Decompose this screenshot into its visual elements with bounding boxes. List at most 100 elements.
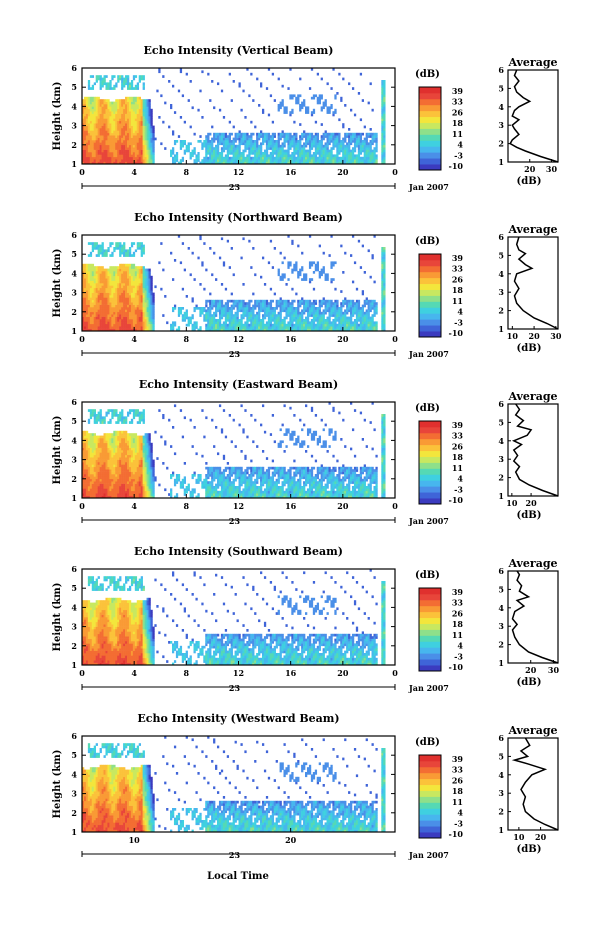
heatmap-cell: [368, 249, 370, 252]
heatmap-cell: [364, 326, 366, 329]
heatmap-cell: [360, 324, 362, 327]
heatmap-cell: [213, 305, 215, 308]
heatmap-cell: [86, 307, 88, 310]
heatmap-cell: [123, 295, 125, 298]
heatmap-cell: [383, 145, 385, 148]
heatmap-cell: [86, 266, 88, 269]
heatmap-cell: [96, 126, 98, 129]
heatmap-cell: [145, 288, 147, 291]
heatmap-cell: [154, 285, 156, 288]
heatmap-cell: [248, 312, 250, 315]
heatmap-cell: [92, 290, 94, 293]
heatmap-cell: [366, 159, 368, 162]
heatmap-cell: [147, 123, 149, 126]
heatmap-cell: [107, 130, 109, 133]
heatmap-cell: [221, 133, 223, 136]
heatmap-cell: [344, 297, 346, 300]
heatmap-cell: [84, 314, 86, 317]
heatmap-cell: [332, 312, 334, 315]
heatmap-cell: [301, 147, 303, 150]
heatmap-cell: [143, 140, 145, 143]
heatmap-cell: [336, 135, 338, 138]
heatmap-cell: [123, 283, 125, 286]
heatmap-cell: [109, 266, 111, 269]
heatmap-cell: [291, 324, 293, 327]
heatmap-cell: [358, 142, 360, 145]
heatmap-cell: [109, 142, 111, 145]
heatmap-cell: [147, 278, 149, 281]
heatmap-cell: [352, 302, 354, 305]
heatmap-cell: [219, 300, 221, 303]
heatmap-cell: [252, 140, 254, 143]
heatmap-cell: [105, 99, 107, 102]
heatmap-cell: [88, 295, 90, 298]
heatmap-cell: [127, 269, 129, 272]
heatmap-cell: [107, 285, 109, 288]
heatmap-cell: [215, 150, 217, 153]
heatmap-cell: [227, 302, 229, 305]
heatmap-cell: [258, 135, 260, 138]
heatmap-cell: [125, 290, 127, 293]
heatmap-cell: [133, 305, 135, 308]
heatmap-cell: [215, 302, 217, 305]
heatmap-cell: [285, 135, 287, 138]
heatmap-cell: [129, 254, 131, 257]
heatmap-cell: [299, 321, 301, 324]
heatmap-cell: [137, 135, 139, 138]
heatmap-cell: [141, 138, 143, 141]
heatmap-cell: [313, 94, 315, 97]
heatmap-cell: [317, 150, 319, 153]
heatmap-cell: [280, 106, 282, 109]
heatmap-cell: [293, 138, 295, 141]
heatmap-cell: [84, 269, 86, 272]
heatmap-cell: [239, 130, 241, 133]
heatmap-cell: [342, 78, 344, 81]
heatmap-cell: [295, 261, 297, 264]
heatmap-cell: [90, 102, 92, 105]
heatmap-cell: [364, 317, 366, 320]
heatmap-cell: [152, 314, 154, 317]
heatmap-cell: [176, 157, 178, 160]
heatmap-cell: [143, 266, 145, 269]
heatmap-cell: [184, 317, 186, 320]
heatmap-cell: [147, 111, 149, 114]
heatmap-cell: [86, 319, 88, 322]
heatmap-cell: [96, 152, 98, 155]
heatmap-cell: [246, 302, 248, 305]
heatmap-cell: [100, 305, 102, 308]
heatmap-cell: [152, 152, 154, 155]
heatmap-cell: [125, 78, 127, 81]
heatmap-cell: [364, 159, 366, 162]
heatmap-cell: [242, 159, 244, 162]
heatmap-cell: [98, 99, 100, 102]
heatmap-cell: [297, 312, 299, 315]
heatmap-cell: [94, 242, 96, 245]
heatmap-cell: [301, 154, 303, 157]
heatmap-cell: [338, 324, 340, 327]
heatmap-cell: [233, 147, 235, 150]
heatmap-cell: [139, 126, 141, 129]
heatmap-cell: [338, 142, 340, 145]
heatmap-cell: [381, 276, 383, 279]
heatmap-cell: [119, 135, 121, 138]
heatmap-cell: [370, 326, 372, 329]
heatmap-cell: [383, 326, 385, 329]
heatmap-cell: [209, 321, 211, 324]
heatmap-cell: [149, 150, 151, 153]
heatmap-cell: [221, 138, 223, 141]
heatmap-cell: [123, 142, 125, 145]
heatmap-cell: [381, 254, 383, 257]
heatmap-cell: [283, 302, 285, 305]
heatmap-cell: [336, 157, 338, 160]
heatmap-cell: [373, 281, 375, 284]
heatmap-cell: [299, 300, 301, 303]
heatmap-cell: [100, 126, 102, 129]
heatmap-cell: [121, 276, 123, 279]
heatmap-cell: [109, 269, 111, 272]
heatmap-cell: [305, 317, 307, 320]
heatmap-cell: [139, 242, 141, 245]
heatmap-cell: [133, 118, 135, 121]
heatmap-cell: [92, 135, 94, 138]
heatmap-cell: [113, 297, 115, 300]
heatmap-cell: [280, 278, 282, 281]
